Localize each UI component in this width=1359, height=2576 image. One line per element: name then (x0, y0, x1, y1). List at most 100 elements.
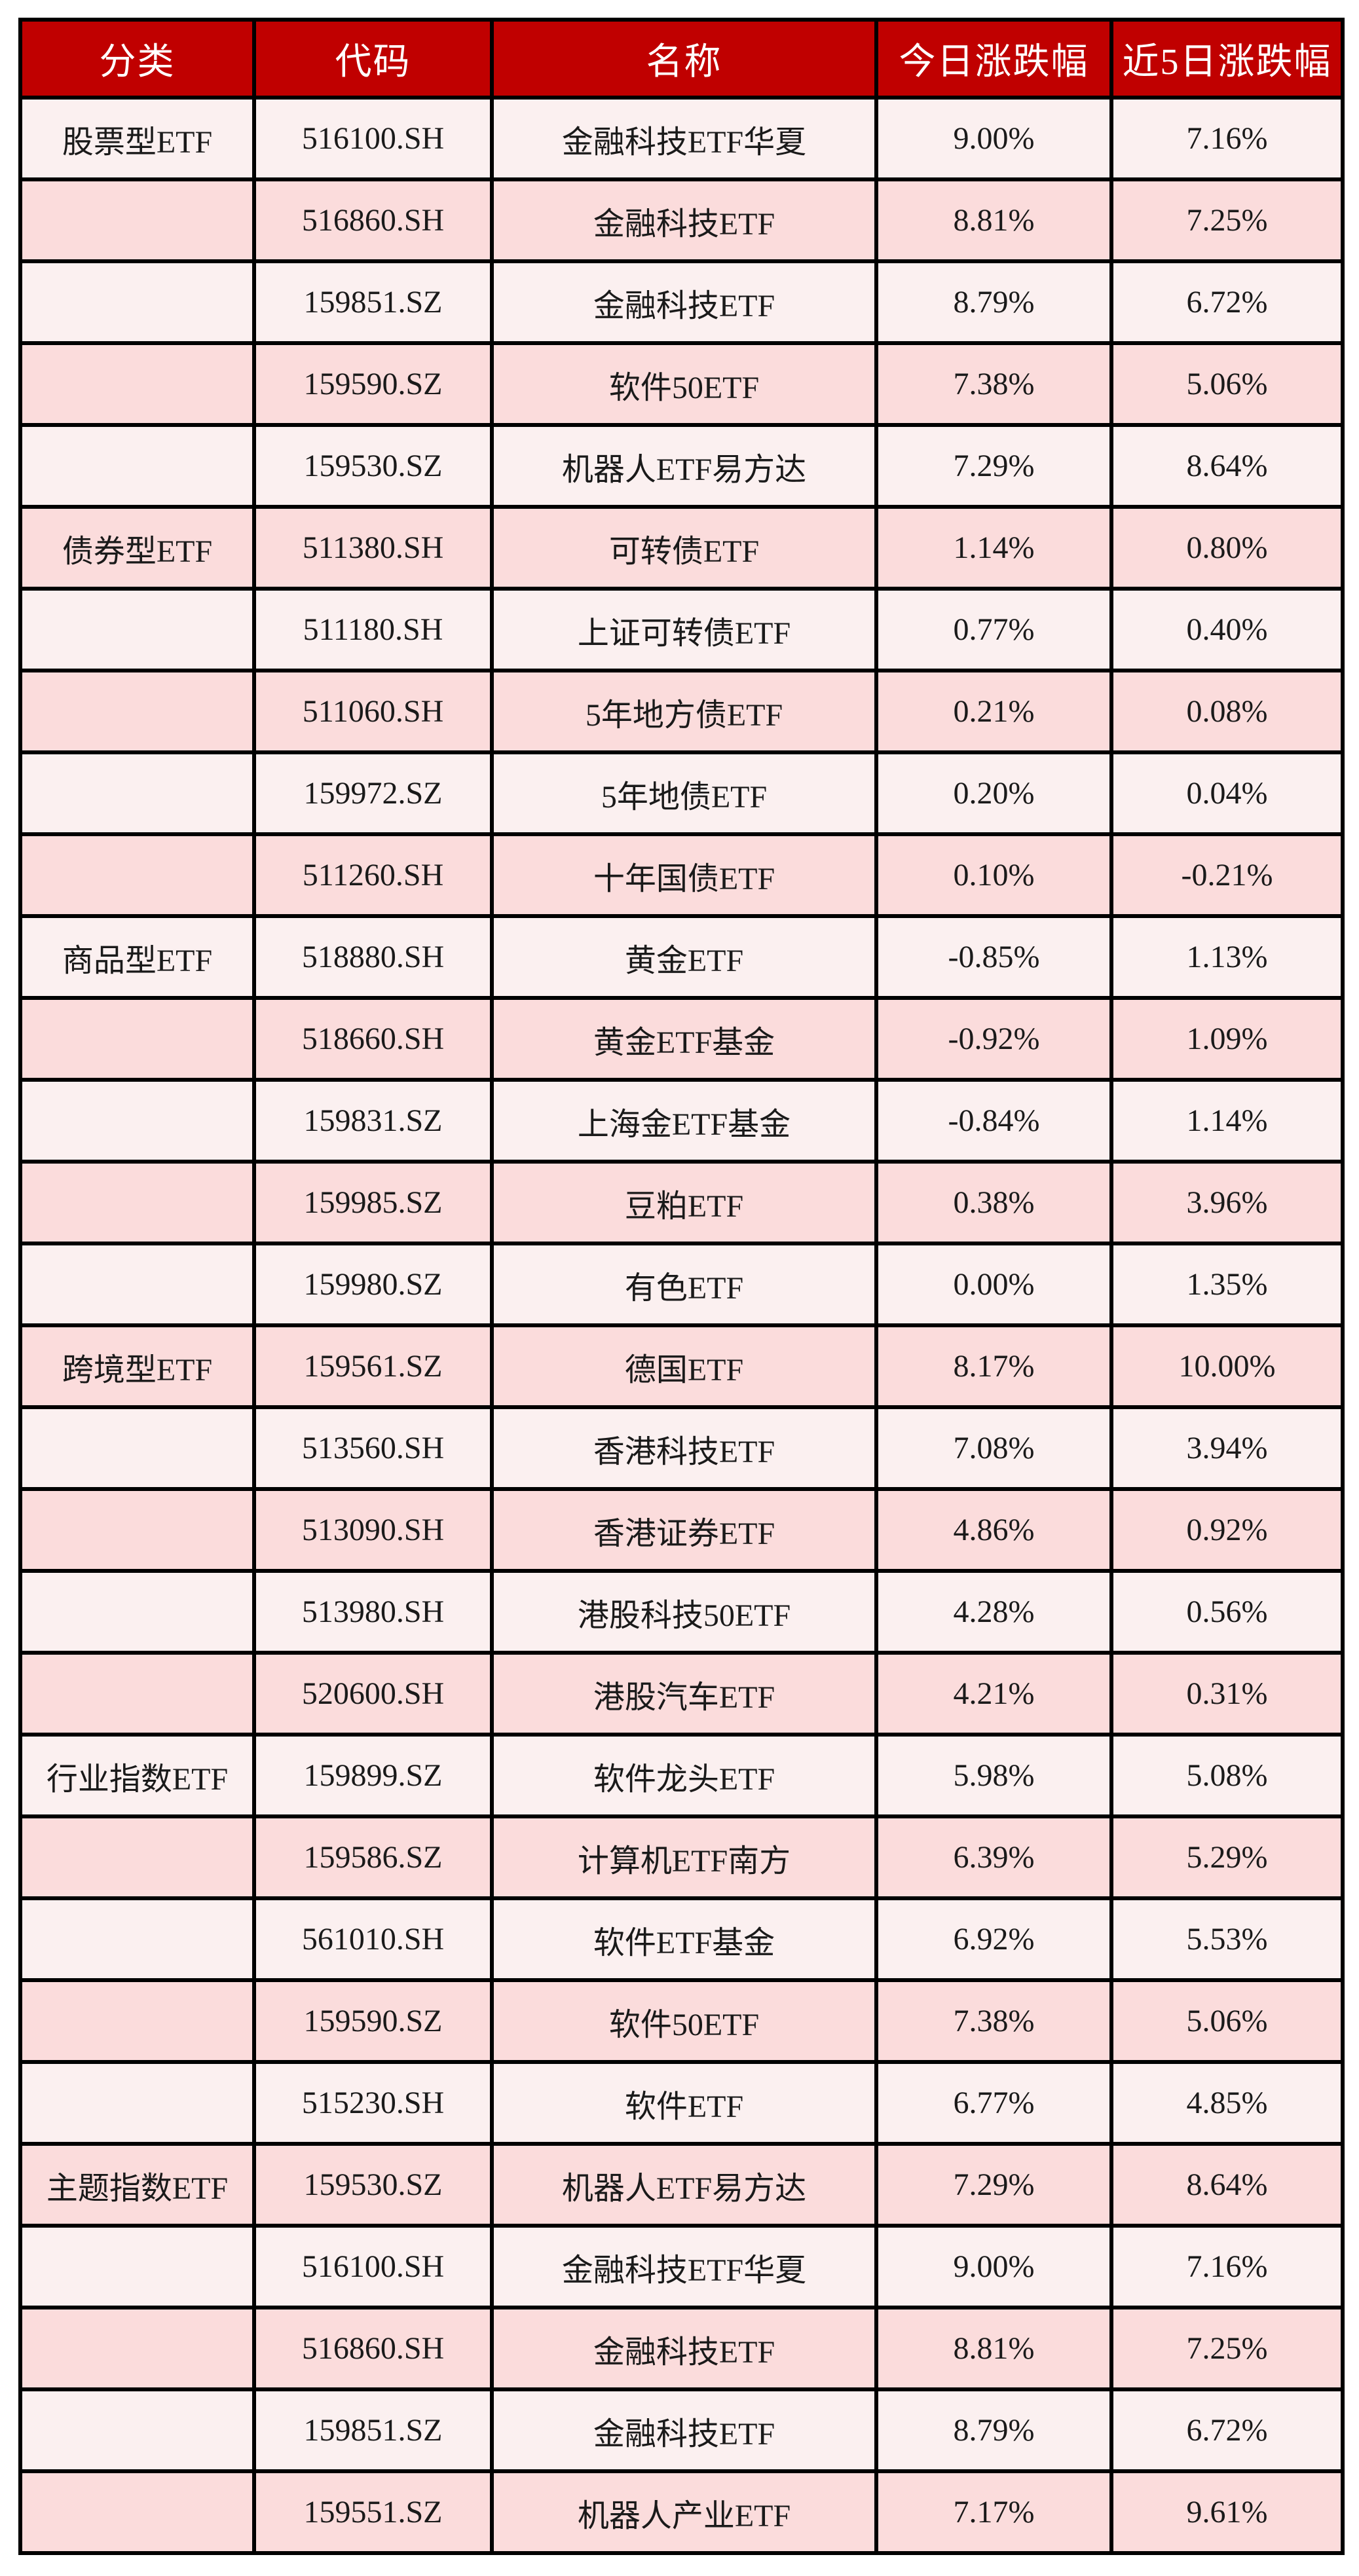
category-cell: 债券型ETF (18, 505, 256, 591)
fiveday-change-cell: 0.08% (1109, 669, 1345, 754)
name-cell: 金融科技ETF (490, 2306, 878, 2391)
fiveday-change-cell: 5.53% (1109, 1896, 1345, 1982)
code-cell: 511180.SH (252, 587, 494, 672)
code-cell: 159590.SZ (252, 1978, 494, 2064)
code-cell: 561010.SH (252, 1896, 494, 1982)
category-cell (18, 2469, 256, 2555)
name-cell: 港股科技50ETF (490, 1569, 878, 1655)
code-cell: 511260.SH (252, 832, 494, 918)
today-change-cell: 0.21% (874, 669, 1113, 754)
code-cell: 518880.SH (252, 914, 494, 1000)
table-row: 561010.SH 软件ETF基金 6.92% 5.53% (18, 1896, 1345, 1982)
category-cell (18, 996, 256, 1082)
fiveday-change-cell: 1.14% (1109, 1078, 1345, 1164)
today-change-cell: 0.77% (874, 587, 1113, 672)
today-change-cell: 5.98% (874, 1733, 1113, 1818)
table-row: 159980.SZ 有色ETF 0.00% 1.35% (18, 1242, 1345, 1327)
code-cell: 516100.SH (252, 2224, 494, 2309)
table-row: 516860.SH 金融科技ETF 8.81% 7.25% (18, 2306, 1345, 2391)
table-row: 跨境型ETF 159561.SZ 德国ETF 8.17% 10.00% (18, 1323, 1345, 1409)
category-cell: 商品型ETF (18, 914, 256, 1000)
fiveday-change-cell: 0.80% (1109, 505, 1345, 591)
category-cell (18, 1896, 256, 1982)
fiveday-change-cell: 0.40% (1109, 587, 1345, 672)
category-cell (18, 2060, 256, 2146)
code-cell: 159972.SZ (252, 750, 494, 836)
table-row: 主题指数ETF 159530.SZ 机器人ETF易方达 7.29% 8.64% (18, 2142, 1345, 2228)
code-cell: 159586.SZ (252, 1814, 494, 1900)
table-row: 518660.SH 黄金ETF基金 -0.92% 1.09% (18, 996, 1345, 1082)
fiveday-change-cell: 1.35% (1109, 1242, 1345, 1327)
fiveday-change-cell: 0.04% (1109, 750, 1345, 836)
table-row: 159831.SZ 上海金ETF基金 -0.84% 1.14% (18, 1078, 1345, 1164)
today-change-cell: -0.85% (874, 914, 1113, 1000)
name-cell: 十年国债ETF (490, 832, 878, 918)
fiveday-change-cell: 5.06% (1109, 1978, 1345, 2064)
table-row: 159972.SZ 5年地债ETF 0.20% 0.04% (18, 750, 1345, 836)
name-cell: 机器人产业ETF (490, 2469, 878, 2555)
col-header-today-change: 今日涨跌幅 (874, 18, 1113, 100)
today-change-cell: 9.00% (874, 96, 1113, 181)
today-change-cell: 8.81% (874, 177, 1113, 263)
today-change-cell: 0.10% (874, 832, 1113, 918)
name-cell: 软件ETF (490, 2060, 878, 2146)
today-change-cell: 4.86% (874, 1487, 1113, 1573)
code-cell: 159899.SZ (252, 1733, 494, 1818)
table-row: 511180.SH 上证可转债ETF 0.77% 0.40% (18, 587, 1345, 672)
table-row: 516100.SH 金融科技ETF华夏 9.00% 7.16% (18, 2224, 1345, 2309)
today-change-cell: 7.38% (874, 1978, 1113, 2064)
fiveday-change-cell: 3.96% (1109, 1160, 1345, 1245)
name-cell: 金融科技ETF (490, 177, 878, 263)
table-row: 515230.SH 软件ETF 6.77% 4.85% (18, 2060, 1345, 2146)
table-row: 513560.SH 香港科技ETF 7.08% 3.94% (18, 1405, 1345, 1491)
code-cell: 516860.SH (252, 2306, 494, 2391)
etf-performance-table: 分类 代码 名称 今日涨跌幅 近5日涨跌幅 股票型ETF 516100.SH 金… (18, 18, 1345, 2555)
fiveday-change-cell: 6.72% (1109, 2387, 1345, 2473)
fiveday-change-cell: 3.94% (1109, 1405, 1345, 1491)
code-cell: 511060.SH (252, 669, 494, 754)
fiveday-change-cell: 7.25% (1109, 2306, 1345, 2391)
table-row: 520600.SH 港股汽车ETF 4.21% 0.31% (18, 1651, 1345, 1737)
fiveday-change-cell: 4.85% (1109, 2060, 1345, 2146)
fiveday-change-cell: 7.25% (1109, 177, 1345, 263)
name-cell: 软件50ETF (490, 341, 878, 427)
fiveday-change-cell: -0.21% (1109, 832, 1345, 918)
fiveday-change-cell: 1.09% (1109, 996, 1345, 1082)
col-header-fiveday-change: 近5日涨跌幅 (1109, 18, 1345, 100)
category-cell: 跨境型ETF (18, 1323, 256, 1409)
table-row: 股票型ETF 516100.SH 金融科技ETF华夏 9.00% 7.16% (18, 96, 1345, 181)
code-cell: 159530.SZ (252, 2142, 494, 2228)
today-change-cell: 7.17% (874, 2469, 1113, 2555)
category-cell (18, 1160, 256, 1245)
table-row: 159851.SZ 金融科技ETF 8.79% 6.72% (18, 2387, 1345, 2473)
fiveday-change-cell: 0.92% (1109, 1487, 1345, 1573)
name-cell: 软件50ETF (490, 1978, 878, 2064)
table-row: 513980.SH 港股科技50ETF 4.28% 0.56% (18, 1569, 1345, 1655)
table-row: 159590.SZ 软件50ETF 7.38% 5.06% (18, 341, 1345, 427)
col-header-code: 代码 (252, 18, 494, 100)
name-cell: 黄金ETF基金 (490, 996, 878, 1082)
name-cell: 上证可转债ETF (490, 587, 878, 672)
today-change-cell: 8.17% (874, 1323, 1113, 1409)
fiveday-change-cell: 7.16% (1109, 96, 1345, 181)
category-cell: 行业指数ETF (18, 1733, 256, 1818)
table-body: 股票型ETF 516100.SH 金融科技ETF华夏 9.00% 7.16% 5… (18, 96, 1345, 2555)
table-row: 511260.SH 十年国债ETF 0.10% -0.21% (18, 832, 1345, 918)
table-row: 511060.SH 5年地方债ETF 0.21% 0.08% (18, 669, 1345, 754)
name-cell: 有色ETF (490, 1242, 878, 1327)
today-change-cell: 7.38% (874, 341, 1113, 427)
name-cell: 软件ETF基金 (490, 1896, 878, 1982)
table-row: 513090.SH 香港证券ETF 4.86% 0.92% (18, 1487, 1345, 1573)
code-cell: 516100.SH (252, 96, 494, 181)
name-cell: 5年地债ETF (490, 750, 878, 836)
table-row: 159551.SZ 机器人产业ETF 7.17% 9.61% (18, 2469, 1345, 2555)
today-change-cell: 7.29% (874, 2142, 1113, 2228)
today-change-cell: 7.29% (874, 423, 1113, 509)
fiveday-change-cell: 6.72% (1109, 259, 1345, 345)
table-row: 商品型ETF 518880.SH 黄金ETF -0.85% 1.13% (18, 914, 1345, 1000)
category-cell (18, 1405, 256, 1491)
code-cell: 159851.SZ (252, 2387, 494, 2473)
code-cell: 159561.SZ (252, 1323, 494, 1409)
category-cell (18, 1569, 256, 1655)
